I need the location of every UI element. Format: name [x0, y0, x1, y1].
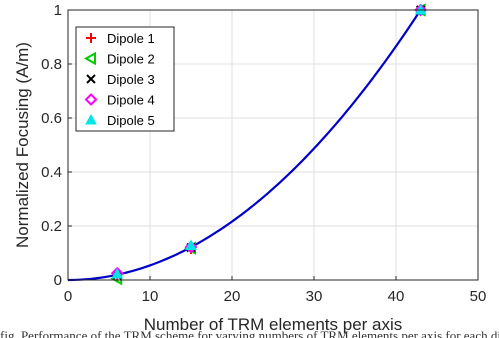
y-axis-title: Normalized Focusing (A/m) [13, 42, 32, 248]
data-point-series-5 [111, 268, 124, 279]
fit-curve [67, 9, 422, 282]
x-tick-label: 30 [306, 288, 323, 305]
y-tick-label: 0.8 [41, 56, 62, 73]
data-point-series-5 [185, 239, 197, 250]
data-point-series-4 [414, 3, 428, 17]
legend-box [75, 26, 175, 132]
legend-label: Dipole 2 [107, 52, 155, 67]
legend-label: Dipole 5 [107, 113, 155, 128]
x-tick-label: 40 [388, 288, 405, 305]
x-tick-label: 50 [470, 288, 487, 305]
plot-frame [67, 9, 479, 281]
y-tick-label: 0.6 [41, 110, 62, 127]
figure-caption: fig. Performance of the TRM scheme for v… [0, 328, 499, 338]
y-tick-label: 1 [54, 2, 62, 19]
legend-label: Dipole 1 [107, 31, 155, 46]
x-axis-title: Number of TRM elements per axis [144, 315, 403, 334]
legend-marker-series-3 [86, 74, 96, 84]
legend-label: Dipole 4 [107, 93, 155, 108]
data-point-series-4 [184, 240, 198, 254]
x-tick-label: 20 [224, 288, 241, 305]
fit-curve-layer [67, 9, 422, 282]
y-tick-label: 0 [54, 272, 62, 289]
tick-layer: 0 10 20 30 40 50 0 0.2 0.4 0.6 0.8 1 [41, 2, 486, 305]
y-tick-label: 0.4 [41, 164, 62, 181]
legend-marker-series-4 [84, 93, 98, 106]
x-tick-label: 0 [64, 288, 72, 305]
marker-layer [110, 3, 428, 286]
y-tick-label: 0.2 [41, 218, 62, 235]
legend-marker-series-5 [85, 113, 97, 125]
legend-marker-series-2 [83, 51, 96, 66]
x-tick-label: 10 [142, 288, 159, 305]
legend: Dipole 1 Dipole 2 Dipole 3 Dipole 4 Dipole 5 [75, 26, 175, 132]
legend-label: Dipole 3 [107, 72, 155, 87]
legend-marker-series-1 [86, 33, 96, 43]
